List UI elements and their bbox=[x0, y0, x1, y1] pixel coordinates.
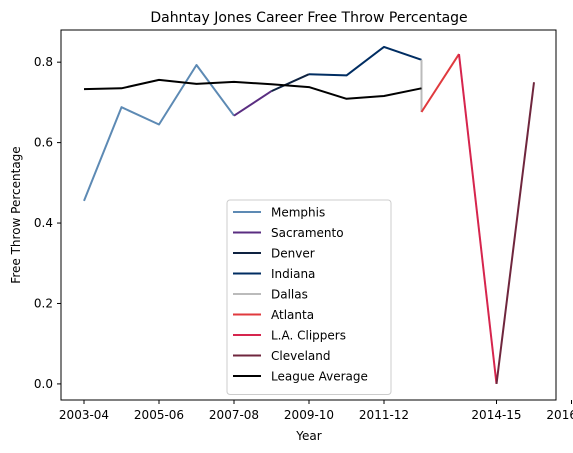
series-line-sacramento bbox=[233, 90, 273, 117]
series-line-league-average bbox=[83, 78, 422, 100]
legend-entry: Sacramento bbox=[271, 226, 344, 240]
series-line-denver bbox=[271, 73, 310, 93]
x-tick-label: 2009-10 bbox=[284, 408, 334, 422]
legend-box bbox=[226, 199, 392, 395]
x-axis: 2003-04 2005-06 2007-08 2009-10 2011-12 2014-… bbox=[59, 400, 573, 422]
y-tick-label: 0.4 bbox=[34, 216, 53, 230]
y-tick-label: 0.8 bbox=[34, 55, 53, 69]
legend-entry: Denver bbox=[271, 247, 315, 261]
x-tick-label: 2003-04 bbox=[59, 408, 109, 422]
y-axis-label: Free Throw Percentage bbox=[9, 146, 23, 283]
legend-entry: League Average bbox=[271, 370, 368, 384]
legend: Memphis Sacramento Denver Indiana Dallas Atla… bbox=[226, 199, 392, 395]
x-tick-label: 2014-15 bbox=[471, 408, 521, 422]
chart-title: Dahntay Jones Career Free Throw Percenta… bbox=[150, 10, 467, 26]
series-line-memphis bbox=[83, 64, 235, 202]
y-tick-label: 0.0 bbox=[34, 377, 53, 391]
x-tick-label: 2011-12 bbox=[359, 408, 409, 422]
x-tick-label: 2007-08 bbox=[209, 408, 259, 422]
legend-entry: Memphis bbox=[271, 206, 325, 220]
series-line-l-a-clippers bbox=[458, 53, 498, 385]
x-tick-label: 2005-06 bbox=[134, 408, 184, 422]
series-line-cleveland bbox=[495, 82, 535, 385]
legend-entry: Dallas bbox=[271, 288, 308, 302]
legend-entry: Cleveland bbox=[271, 349, 331, 363]
x-tick-label: 2016-17 bbox=[546, 408, 573, 422]
series-line-atlanta bbox=[420, 53, 460, 113]
legend-entry: Indiana bbox=[271, 267, 315, 281]
legend-entry: Atlanta bbox=[271, 308, 314, 322]
y-tick-label: 0.6 bbox=[34, 136, 53, 150]
y-axis: 0.0 0.2 0.4 0.6 0.8 bbox=[34, 55, 61, 391]
series-line-indiana bbox=[308, 45, 422, 77]
x-axis-label: Year bbox=[295, 429, 321, 443]
legend-entry: L.A. Clippers bbox=[271, 329, 346, 343]
y-tick-label: 0.2 bbox=[34, 296, 53, 310]
plot-area bbox=[83, 45, 535, 385]
